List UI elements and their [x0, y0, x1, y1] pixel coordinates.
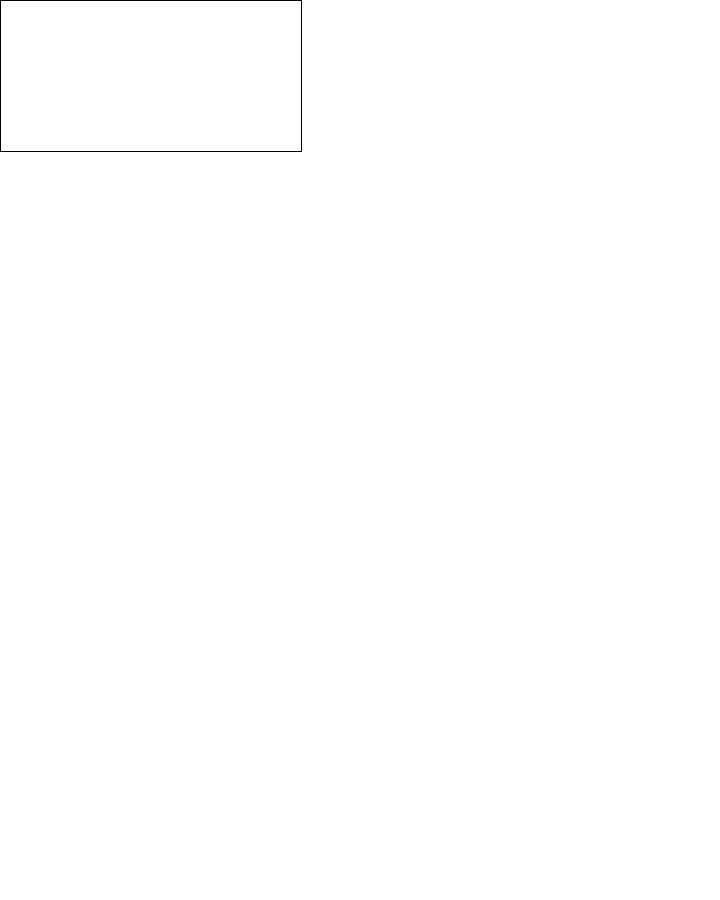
colorbar — [0, 0, 302, 152]
colorbar-canvas — [1, 1, 301, 151]
